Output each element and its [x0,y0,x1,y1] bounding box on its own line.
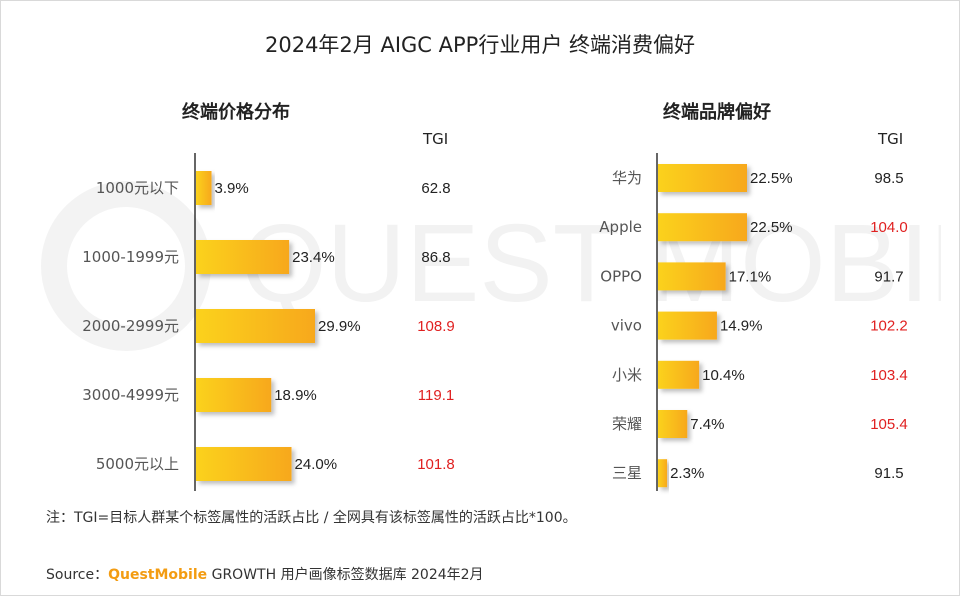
right-value-label: 10.4% [702,367,745,384]
footnote: 注：TGI=目标人群某个标签属性的活跃占比 / 全网具有该标签属性的活跃占比*1… [46,510,577,526]
left-tgi-value: 62.8 [421,180,450,197]
right-tgi-value: 91.7 [874,268,903,285]
right-bar [658,410,688,438]
left-tgi-header: TGI [423,130,449,148]
bar-charts: 1000元以下 3.9% 62.8 1000-1999元 23.4% 86.8 2000-2… [82,153,908,491]
page-title: 2024年2月 AIGC APP行业用户 终端消费偏好 [264,33,696,57]
left-category-label: 2000-2999元 [82,317,179,335]
right-category-label: 小米 [612,366,642,384]
right-bar-row: OPPO 17.1% 91.7 [600,262,904,291]
left-tgi-value: 119.1 [418,387,454,404]
left-category-label: 1000-1999元 [82,248,179,266]
right-tgi-value: 103.4 [870,367,908,384]
right-bar [658,311,717,340]
right-tgi-value: 105.4 [870,416,908,433]
left-value-label: 23.4% [292,249,335,266]
left-value-label: 3.9% [215,180,249,197]
left-bar [196,447,292,481]
right-tgi-value: 104.0 [870,219,908,236]
right-bar [658,360,700,389]
left-bar-row: 5000元以上 24.0% 101.8 [96,447,455,481]
right-bar [658,213,747,242]
right-bar [658,164,747,192]
right-value-label: 14.9% [720,318,763,335]
left-bar [196,171,212,205]
right-bar-row: 荣耀 7.4% 105.4 [612,410,908,438]
left-bar-row: 3000-4999元 18.9% 119.1 [82,378,454,412]
right-bar [658,459,668,488]
left-bar [196,378,272,412]
right-value-label: 7.4% [690,416,724,433]
right-bar-row: Apple 22.5% 104.0 [599,213,908,242]
right-bar-row: 华为 22.5% 98.5 [612,164,904,192]
right-value-label: 2.3% [670,465,704,482]
right-chart-subtitle: 终端品牌偏好 [663,102,771,123]
left-category-label: 1000元以下 [96,179,179,197]
right-category-label: 华为 [612,169,642,187]
left-bar-row: 1000-1999元 23.4% 86.8 [82,240,451,274]
source-text: GROWTH 用户画像标签数据库 2024年2月 [207,567,484,583]
right-category-label: OPPO [600,267,642,285]
left-bar [196,309,315,343]
right-category-label: vivo [611,317,642,335]
left-bar-row: 1000元以下 3.9% 62.8 [96,171,451,205]
right-value-label: 22.5% [750,219,793,236]
left-value-label: 24.0% [295,456,338,473]
left-category-label: 5000元以上 [96,455,179,473]
right-value-label: 17.1% [729,268,772,285]
source-line: Source：QuestMobile GROWTH 用户画像标签数据库 2024… [46,564,484,584]
left-bar [196,240,290,274]
right-tgi-header: TGI [878,130,904,148]
right-bar-row: vivo 14.9% 102.2 [611,311,908,340]
right-category-label: Apple [599,218,642,236]
right-category-label: 三星 [612,464,642,482]
left-chart-subtitle: 终端价格分布 [182,102,290,123]
right-category-label: 荣耀 [612,415,642,433]
left-tgi-value: 86.8 [421,249,450,266]
right-value-label: 22.5% [750,170,793,187]
left-value-label: 18.9% [274,387,317,404]
right-tgi-value: 98.5 [874,170,903,187]
left-value-label: 29.9% [318,318,361,335]
left-tgi-value: 108.9 [417,318,455,335]
source-brand: QuestMobile [108,567,208,583]
right-bar [658,262,726,291]
right-tgi-value: 91.5 [874,465,903,482]
left-tgi-value: 101.8 [417,456,455,473]
right-bar-row: 三星 2.3% 91.5 [612,459,904,488]
left-category-label: 3000-4999元 [82,386,179,404]
left-bar-row: 2000-2999元 29.9% 108.9 [82,309,455,343]
right-tgi-value: 102.2 [870,318,908,335]
right-bar-row: 小米 10.4% 103.4 [612,360,908,389]
source-prefix: Source： [46,567,109,583]
